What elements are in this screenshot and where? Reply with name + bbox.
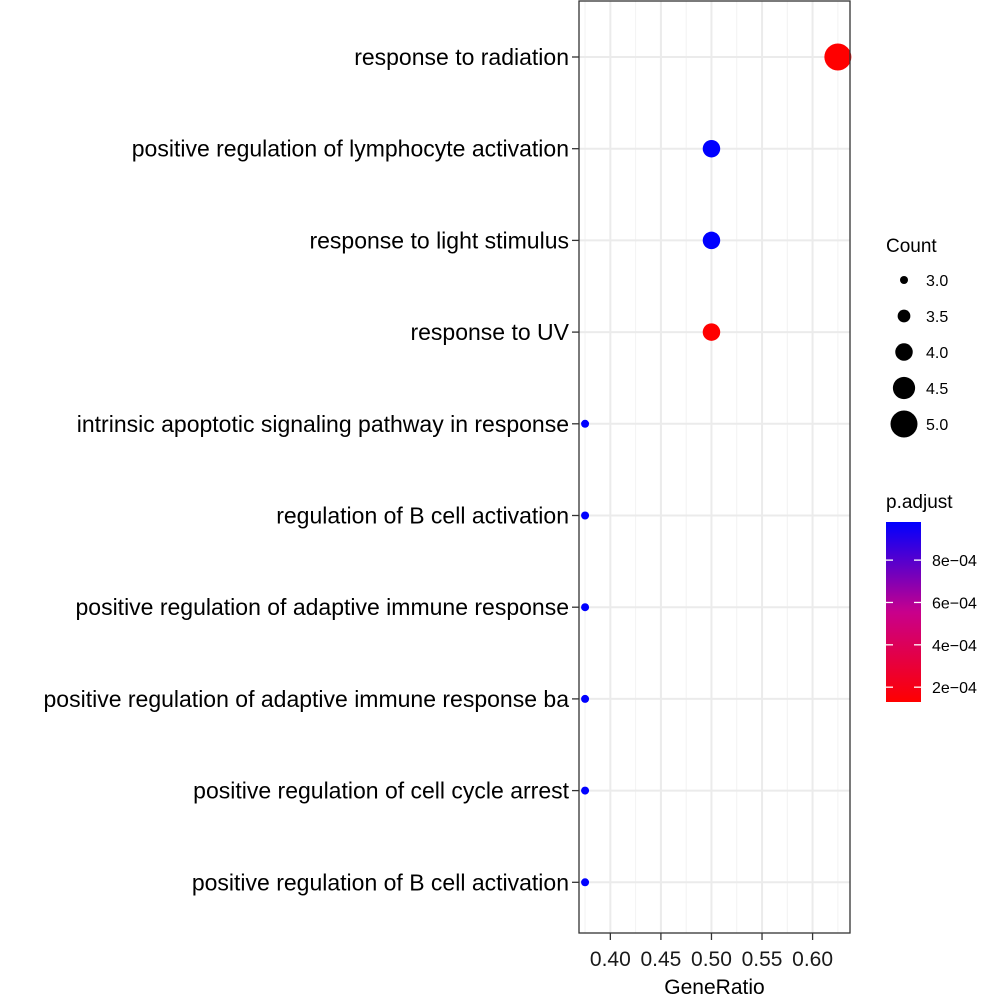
minor-gridlines: [584, 1, 839, 933]
legend-count-key: [897, 309, 911, 323]
legend-count-title: Count: [886, 236, 937, 257]
legend-padjust-title: p.adjust: [886, 492, 953, 513]
data-points: [581, 43, 852, 887]
legend-colorbar-ticks: 2e−04 4e−04 6e−04 8e−04: [886, 553, 977, 697]
y-tick-label: positive regulation of adaptive immune r…: [44, 686, 570, 712]
legend-count-key: [890, 410, 918, 438]
legend-count-label: 4.0: [926, 345, 948, 362]
y-tick-label: response to radiation: [354, 44, 569, 70]
y-tick-label: positive regulation of B cell activation: [192, 869, 569, 895]
x-axis: 0.40 0.45 0.50 0.55 0.60: [590, 933, 833, 971]
y-tick-label: response to UV: [410, 319, 569, 345]
legend-count-key: [895, 343, 913, 361]
x-axis-title: GeneRatio: [664, 976, 764, 996]
legend-count-items: 3.0 3.5 4.0 4.5 5.0: [890, 273, 948, 438]
y-tick-label: positive regulation of cell cycle arrest: [193, 778, 569, 804]
y-tick-label: positive regulation of adaptive immune r…: [75, 594, 569, 620]
legend-padjust-label: 8e−04: [932, 553, 977, 570]
legend-count-key: [900, 276, 908, 284]
y-tick-label: response to light stimulus: [309, 227, 569, 253]
y-axis: response to radiation positive regulation…: [44, 44, 579, 895]
y-tick-label: intrinsic apoptotic signaling pathway in…: [77, 411, 569, 437]
legend-count-label: 3.5: [926, 309, 948, 326]
plot-border: [578, 0, 851, 934]
x-tick-label: 0.40: [590, 948, 631, 971]
data-point: [581, 603, 590, 612]
x-tick-label: 0.45: [640, 948, 681, 971]
x-tick-label: 0.60: [792, 948, 833, 971]
legend-count: Count 3.0 3.5 4.0 4.5 5.0: [886, 236, 948, 438]
data-point: [581, 419, 590, 428]
y-tick-label: regulation of B cell activation: [276, 503, 569, 529]
legend-count-label: 4.5: [926, 381, 948, 398]
legend-padjust-label: 2e−04: [932, 680, 977, 697]
data-point: [702, 231, 721, 250]
data-point: [581, 786, 590, 795]
data-point: [581, 511, 590, 520]
legend-padjust-label: 6e−04: [932, 595, 977, 612]
data-point: [824, 43, 852, 71]
data-point: [581, 694, 590, 703]
data-point: [702, 323, 721, 341]
data-point: [702, 139, 721, 158]
data-point: [581, 878, 590, 887]
legend-padjust-label: 4e−04: [932, 638, 977, 655]
legend-count-label: 5.0: [926, 417, 948, 434]
legend-count-key: [892, 376, 916, 400]
legend-colorbar: [886, 522, 921, 702]
y-tick-label: positive regulation of lymphocyte activa…: [132, 136, 569, 162]
legend-count-label: 3.0: [926, 273, 948, 290]
x-tick-label: 0.50: [691, 948, 732, 971]
legend-padjust: p.adjust 2e−04 4e−04 6e−04 8e−04: [886, 492, 977, 702]
x-tick-label: 0.55: [742, 948, 783, 971]
